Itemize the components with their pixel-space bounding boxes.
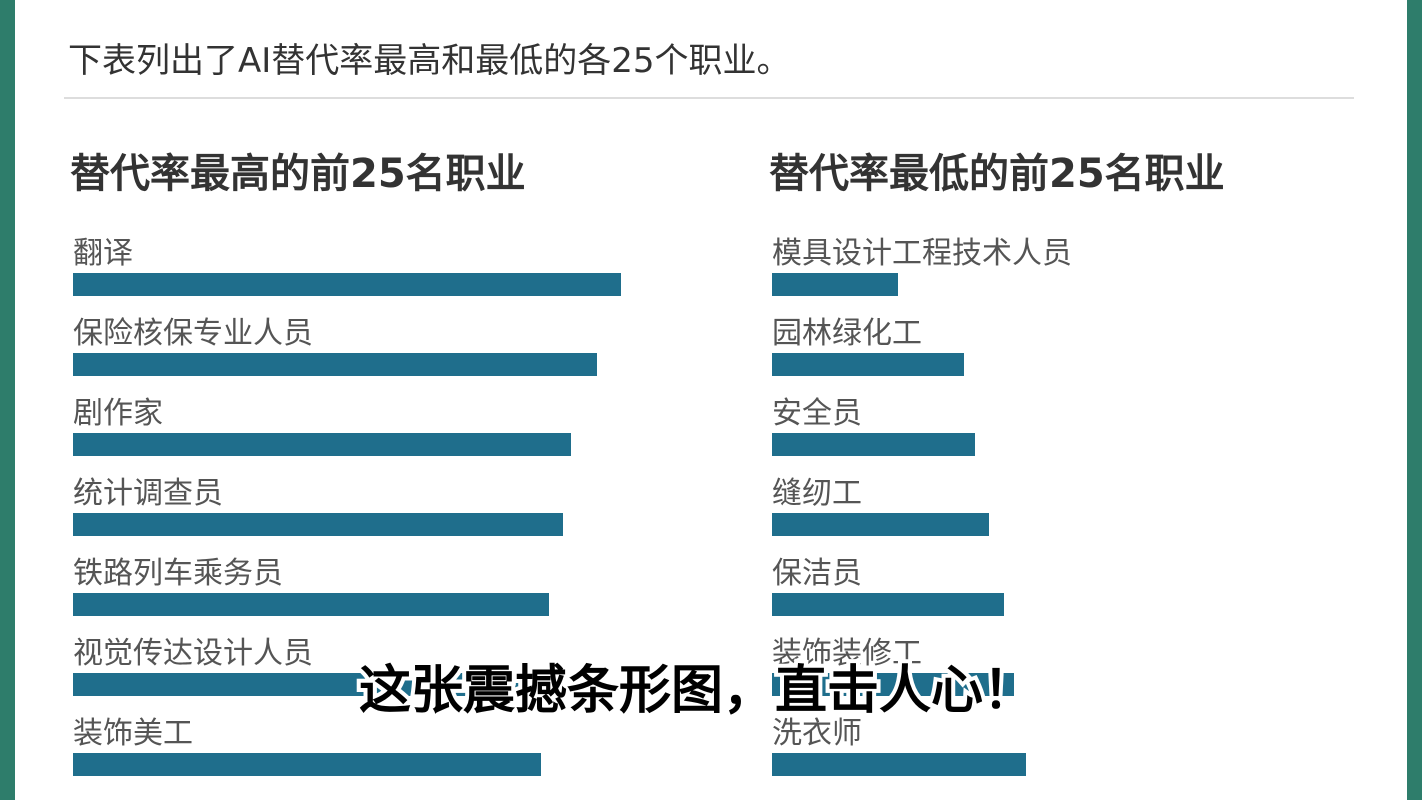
category-label: 安全员 [772, 396, 862, 431]
bar [73, 753, 541, 776]
category-label: 剧作家 [73, 396, 163, 431]
bar [73, 673, 545, 696]
category-label: 洗衣师 [772, 716, 862, 751]
bar [772, 353, 964, 376]
category-label: 缝纫工 [772, 476, 862, 511]
chart-title: 替代率最高的前25名职业 [70, 151, 526, 197]
category-label: 模具设计工程技术人员 [772, 236, 1072, 271]
bar [73, 433, 571, 456]
category-label: 装饰装修工 [772, 636, 922, 671]
bar [772, 273, 898, 296]
video-caption: 这张震撼条形图，直击人心！ [359, 661, 1035, 721]
bar [772, 673, 1014, 696]
category-label: 园林绿化工 [772, 316, 922, 351]
left-border [0, 0, 15, 800]
category-label: 铁路列车乘务员 [73, 556, 283, 591]
bar [73, 593, 549, 616]
category-label: 统计调查员 [73, 476, 223, 511]
category-label: 视觉传达设计人员 [73, 636, 313, 671]
charts: 替代率最高的前25名职业翻译保险核保专业人员剧作家统计调查员铁路列车乘务员视觉传… [70, 151, 1225, 776]
chart-title: 替代率最低的前25名职业 [769, 151, 1225, 197]
bar [73, 353, 597, 376]
bar [772, 513, 989, 536]
category-label: 保洁员 [772, 556, 862, 591]
bar [772, 593, 1004, 616]
bar [772, 753, 1026, 776]
header-title: 下表列出了AI替代率最高和最低的各25个职业。 [68, 41, 791, 81]
right-border [1407, 0, 1422, 800]
bar [73, 513, 563, 536]
category-label: 装饰美工 [73, 716, 193, 751]
category-label: 翻译 [73, 236, 133, 271]
bar [772, 433, 975, 456]
bar [73, 273, 621, 296]
category-label: 保险核保专业人员 [73, 316, 313, 351]
